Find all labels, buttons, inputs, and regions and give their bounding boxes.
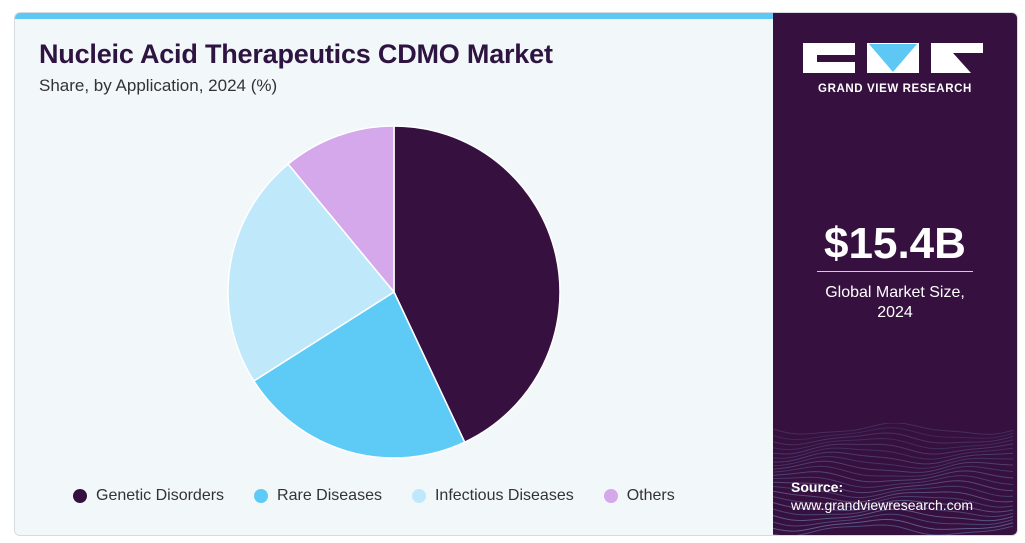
wave-line: [773, 451, 1014, 465]
legend-swatch-others: [603, 489, 618, 503]
wave-line: [773, 524, 1014, 535]
wave-line: [773, 438, 1014, 451]
legend-item-infectious-diseases: Infectious Diseases: [411, 487, 574, 505]
wave-line: [773, 518, 1014, 532]
legend-label-others: Others: [626, 487, 675, 504]
wave-line: [773, 490, 1014, 503]
grand-view-research-logo: [803, 43, 983, 73]
wave-line: [773, 495, 1014, 508]
market-size-value: $15.4B: [824, 219, 966, 268]
pie-slice-rare-diseases: [252, 290, 466, 459]
wave-line: [773, 432, 1014, 446]
pie-slice-others: [287, 125, 395, 295]
market-size-caption-line1: Global Market Size,: [825, 284, 965, 301]
top-accent-bar: [15, 13, 773, 19]
wave-line: [773, 447, 1014, 460]
chart-panel: Nucleic Acid Therapeutics CDMO Market Sh…: [15, 13, 773, 535]
legend-item-rare-diseases: Rare Diseases: [254, 487, 382, 505]
brand-name: GRAND VIEW RESEARCH: [818, 83, 972, 95]
wave-line: [773, 499, 1014, 513]
wave-line: [773, 427, 1014, 441]
legend-swatch-infectious-diseases: [411, 489, 426, 503]
wave-line: [773, 475, 1014, 488]
wave-line: [773, 465, 1014, 477]
legend-swatch-rare-diseases: [254, 489, 269, 503]
wave-line: [773, 508, 1014, 522]
market-size-caption-line2: 2024: [877, 304, 913, 321]
wave-line: [773, 480, 1014, 494]
wave-line: [773, 470, 1014, 483]
legend-label-rare-diseases: Rare Diseases: [277, 487, 382, 504]
pie-slice-genetic-disorders: [393, 125, 561, 444]
legend-swatch-genetic-disorders: [73, 489, 87, 503]
source-label: Source:: [791, 479, 844, 495]
wave-line: [773, 460, 1014, 473]
wave-line: [773, 504, 1014, 517]
legend-label-genetic-disorders: Genetic Disorders: [96, 487, 225, 504]
legend-item-genetic-disorders: Genetic Disorders: [73, 487, 224, 505]
value-divider: [817, 271, 973, 272]
info-sidebar: GRAND VIEW RESEARCH $15.4B Global Market…: [773, 13, 1017, 535]
pie-slice-infectious-diseases: [227, 163, 396, 382]
wave-line: [773, 485, 1014, 499]
decorative-wave-pattern: [773, 423, 1014, 535]
legend-label-infectious-diseases: Infectious Diseases: [434, 487, 574, 504]
infographic-card: Nucleic Acid Therapeutics CDMO Market Sh…: [14, 12, 1018, 536]
wave-line: [773, 513, 1014, 527]
chart-title: Nucleic Acid Therapeutics CDMO Market: [39, 39, 553, 69]
source-url[interactable]: www.grandviewresearch.com: [791, 497, 974, 513]
wave-line: [773, 456, 1014, 469]
market-size-caption: Global Market Size, 2024: [773, 283, 1017, 323]
pie-chart: [227, 125, 561, 459]
legend-item-others: Others: [603, 487, 675, 505]
wave-line: [773, 443, 1014, 455]
wave-line: [773, 423, 1014, 435]
chart-legend: Genetic Disorders Rare Diseases Infectious…: [73, 484, 675, 508]
chart-subtitle: Share, by Application, 2024 (%): [39, 76, 278, 95]
